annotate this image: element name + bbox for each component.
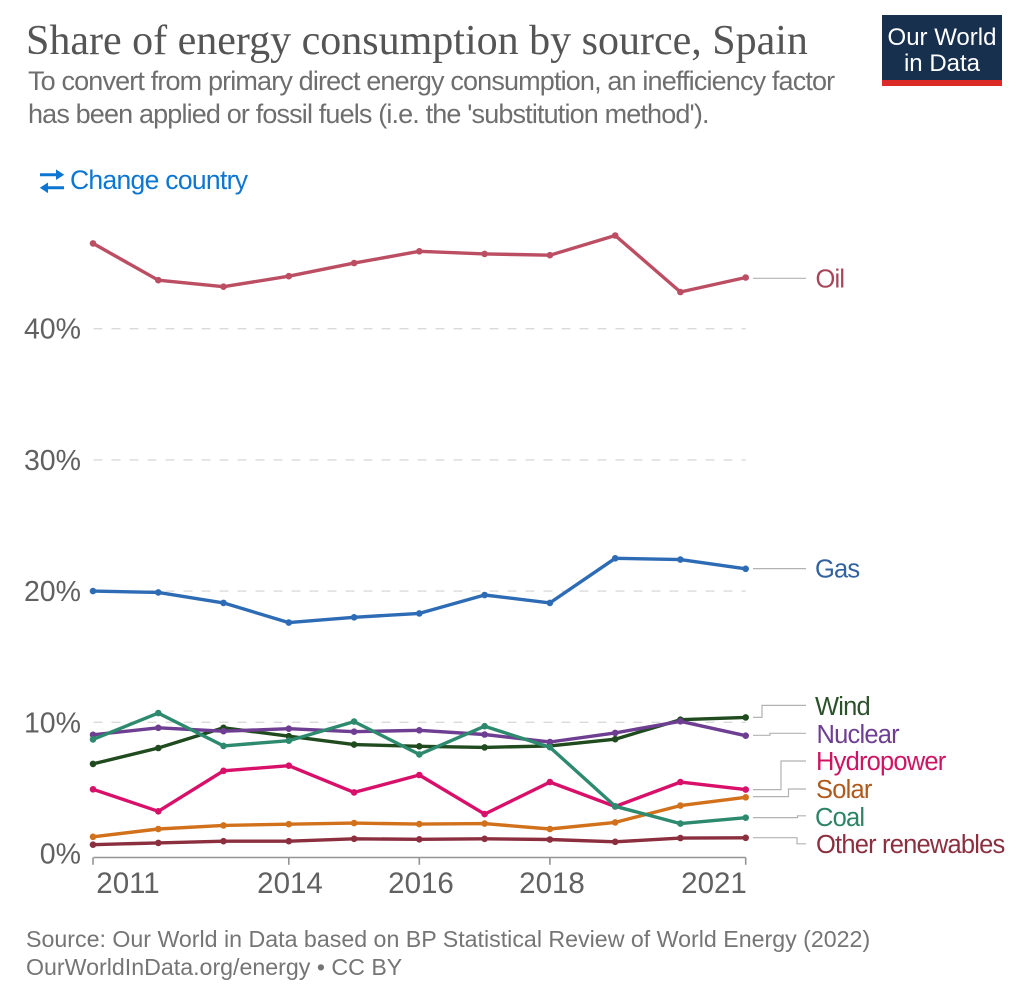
svg-text:40%: 40% (24, 314, 81, 346)
svg-text:Coal: Coal (815, 804, 864, 832)
svg-text:Other renewables: Other renewables (816, 831, 1005, 859)
svg-text:Gas: Gas (815, 556, 859, 584)
svg-text:10%: 10% (24, 707, 81, 739)
svg-text:Oil: Oil (816, 266, 845, 294)
svg-text:2014: 2014 (257, 867, 323, 900)
svg-text:2011: 2011 (96, 867, 159, 900)
svg-text:Nuclear: Nuclear (817, 721, 901, 749)
svg-text:2021: 2021 (681, 867, 747, 900)
svg-text:20%: 20% (24, 576, 81, 608)
svg-text:30%: 30% (24, 445, 81, 477)
svg-text:Wind: Wind (815, 693, 870, 721)
svg-text:Hydropower: Hydropower (816, 748, 947, 776)
svg-text:Solar: Solar (816, 776, 873, 804)
svg-text:2018: 2018 (519, 867, 585, 900)
svg-text:0%: 0% (40, 839, 81, 871)
svg-text:2016: 2016 (388, 867, 454, 900)
